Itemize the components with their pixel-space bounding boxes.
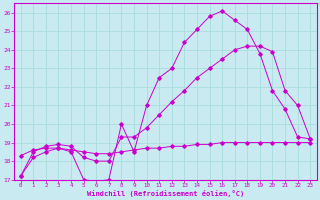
X-axis label: Windchill (Refroidissement éolien,°C): Windchill (Refroidissement éolien,°C) xyxy=(87,190,244,197)
